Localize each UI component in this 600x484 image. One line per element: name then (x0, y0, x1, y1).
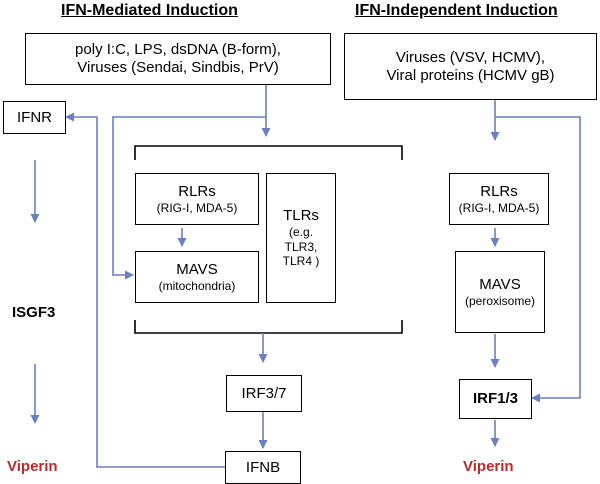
tlrs-line2: (e.g. (288, 225, 313, 240)
right-mavs-box: MAVS (peroxisome) (455, 251, 545, 333)
right-mavs-title: MAVS (479, 275, 521, 293)
right-rlrs-sub: (RIG-I, MDA-5) (458, 200, 540, 215)
arrow-ifnb-to-ifnr (65, 112, 225, 468)
arrow-right-stimuli-to-irf13 (495, 116, 581, 403)
tlrs-line3: TLR3, (284, 239, 318, 254)
right-stimuli-box: Viruses (VSV, HCMV), Viral proteins (HCM… (344, 33, 597, 100)
ifn-independent-heading: IFN-Independent Induction (355, 2, 558, 19)
left-stimuli-line2: Viruses (Sendai, Sindbis, PrV) (77, 59, 279, 76)
ifnr-label: IFNR (17, 108, 52, 126)
right-stimuli-line2: Viral proteins (HCMV gB) (386, 66, 555, 84)
ifnb-box: IFNB (225, 451, 301, 484)
tlrs-box: TLRs (e.g. TLR3, TLR4 ) (266, 173, 336, 303)
irf37-box: IRF3/7 (226, 375, 302, 412)
left-rlrs-box: RLRs (RIG-I, MDA-5) (135, 173, 259, 225)
tlrs-title: TLRs (283, 207, 319, 225)
right-stimuli-line1: Viruses (VSV, HCMV), (395, 48, 546, 66)
right-viperin-label: Viperin (463, 458, 514, 475)
ifn-mediated-heading: IFN-Mediated Induction (61, 2, 238, 19)
left-mavs-box: MAVS (mitochondria) (135, 251, 259, 303)
arrow-stimuli-to-mavs (112, 116, 266, 280)
left-mavs-title: MAVS (176, 260, 218, 278)
ifnr-box: IFNR (3, 101, 66, 134)
ifnb-label: IFNB (245, 458, 281, 476)
left-stimuli-box: poly I:C, LPS, dsDNA (B-form), Viruses (… (25, 33, 331, 85)
left-rlrs-title: RLRs (178, 182, 216, 200)
receptor-group-bracket-bottom (134, 320, 403, 334)
receptor-group-bracket-top (134, 145, 403, 160)
left-rlrs-sub: (RIG-I, MDA-5) (156, 200, 238, 215)
irf13-label: IRF1/3 (472, 390, 518, 407)
tlrs-line4: TLR4 ) (282, 254, 320, 269)
right-rlrs-box: RLRs (RIG-I, MDA-5) (449, 173, 549, 225)
left-stimuli-line1: poly I:C, LPS, dsDNA (B-form), (75, 41, 281, 58)
irf37-label: IRF3/7 (241, 384, 287, 402)
isgf3-label: ISGF3 (12, 304, 56, 321)
left-mavs-sub: (mitochondria) (158, 278, 236, 293)
right-mavs-sub: (peroxisome) (464, 293, 536, 308)
right-rlrs-title: RLRs (480, 182, 518, 200)
left-viperin-label: Viperin (7, 458, 58, 475)
irf13-box: IRF1/3 (459, 379, 532, 419)
